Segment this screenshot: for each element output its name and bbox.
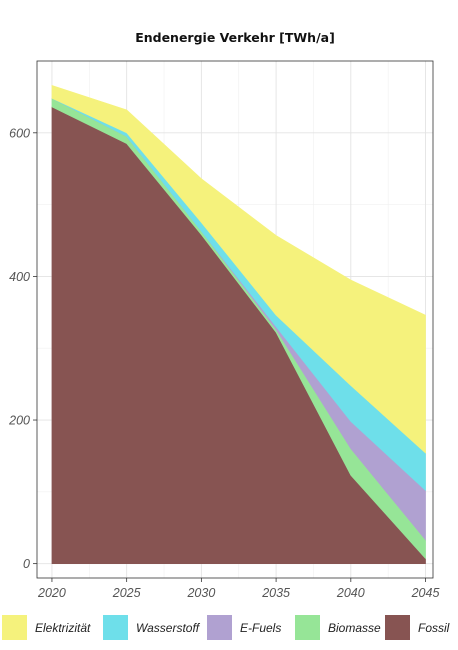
legend-swatch-biomasse	[295, 615, 320, 640]
legend-label-fossil: Fossil	[418, 621, 450, 635]
x-tick-label: 2040	[336, 586, 365, 600]
legend-swatch-elektrizitat	[2, 615, 27, 640]
y-tick-label: 0	[23, 557, 30, 571]
chart-title: Endenergie Verkehr [TWh/a]	[135, 30, 335, 45]
legend-swatch-fossil	[385, 615, 410, 640]
x-tick-label: 2025	[112, 586, 141, 600]
legend-label-wasserstoff: Wasserstoff	[136, 621, 201, 635]
x-tick-label: 2035	[261, 586, 290, 600]
legend-label-biomasse: Biomasse	[328, 621, 381, 635]
legend: Elektrizität Wasserstoff E-Fuels Biomasse Fo…	[2, 615, 450, 640]
y-tick-label: 200	[8, 414, 30, 428]
x-tick-label: 2020	[37, 586, 66, 600]
legend-label-elektrizitat: Elektrizität	[35, 621, 91, 635]
y-axis: 0 200 400 600	[8, 126, 37, 571]
area-elektrizitat	[51, 84, 426, 454]
y-tick-label: 400	[9, 270, 30, 284]
area-series	[51, 84, 426, 564]
legend-swatch-wasserstoff	[103, 615, 128, 640]
legend-label-e-fuels: E-Fuels	[240, 621, 281, 635]
x-tick-label: 2030	[186, 586, 215, 600]
x-axis: 2020 2025 2030 2035 2040 2045	[37, 578, 439, 600]
plot-panel-border	[36, 60, 434, 579]
x-tick-label: 2045	[411, 586, 440, 600]
legend-swatch-e-fuels	[207, 615, 232, 640]
y-tick-label: 600	[9, 126, 30, 140]
